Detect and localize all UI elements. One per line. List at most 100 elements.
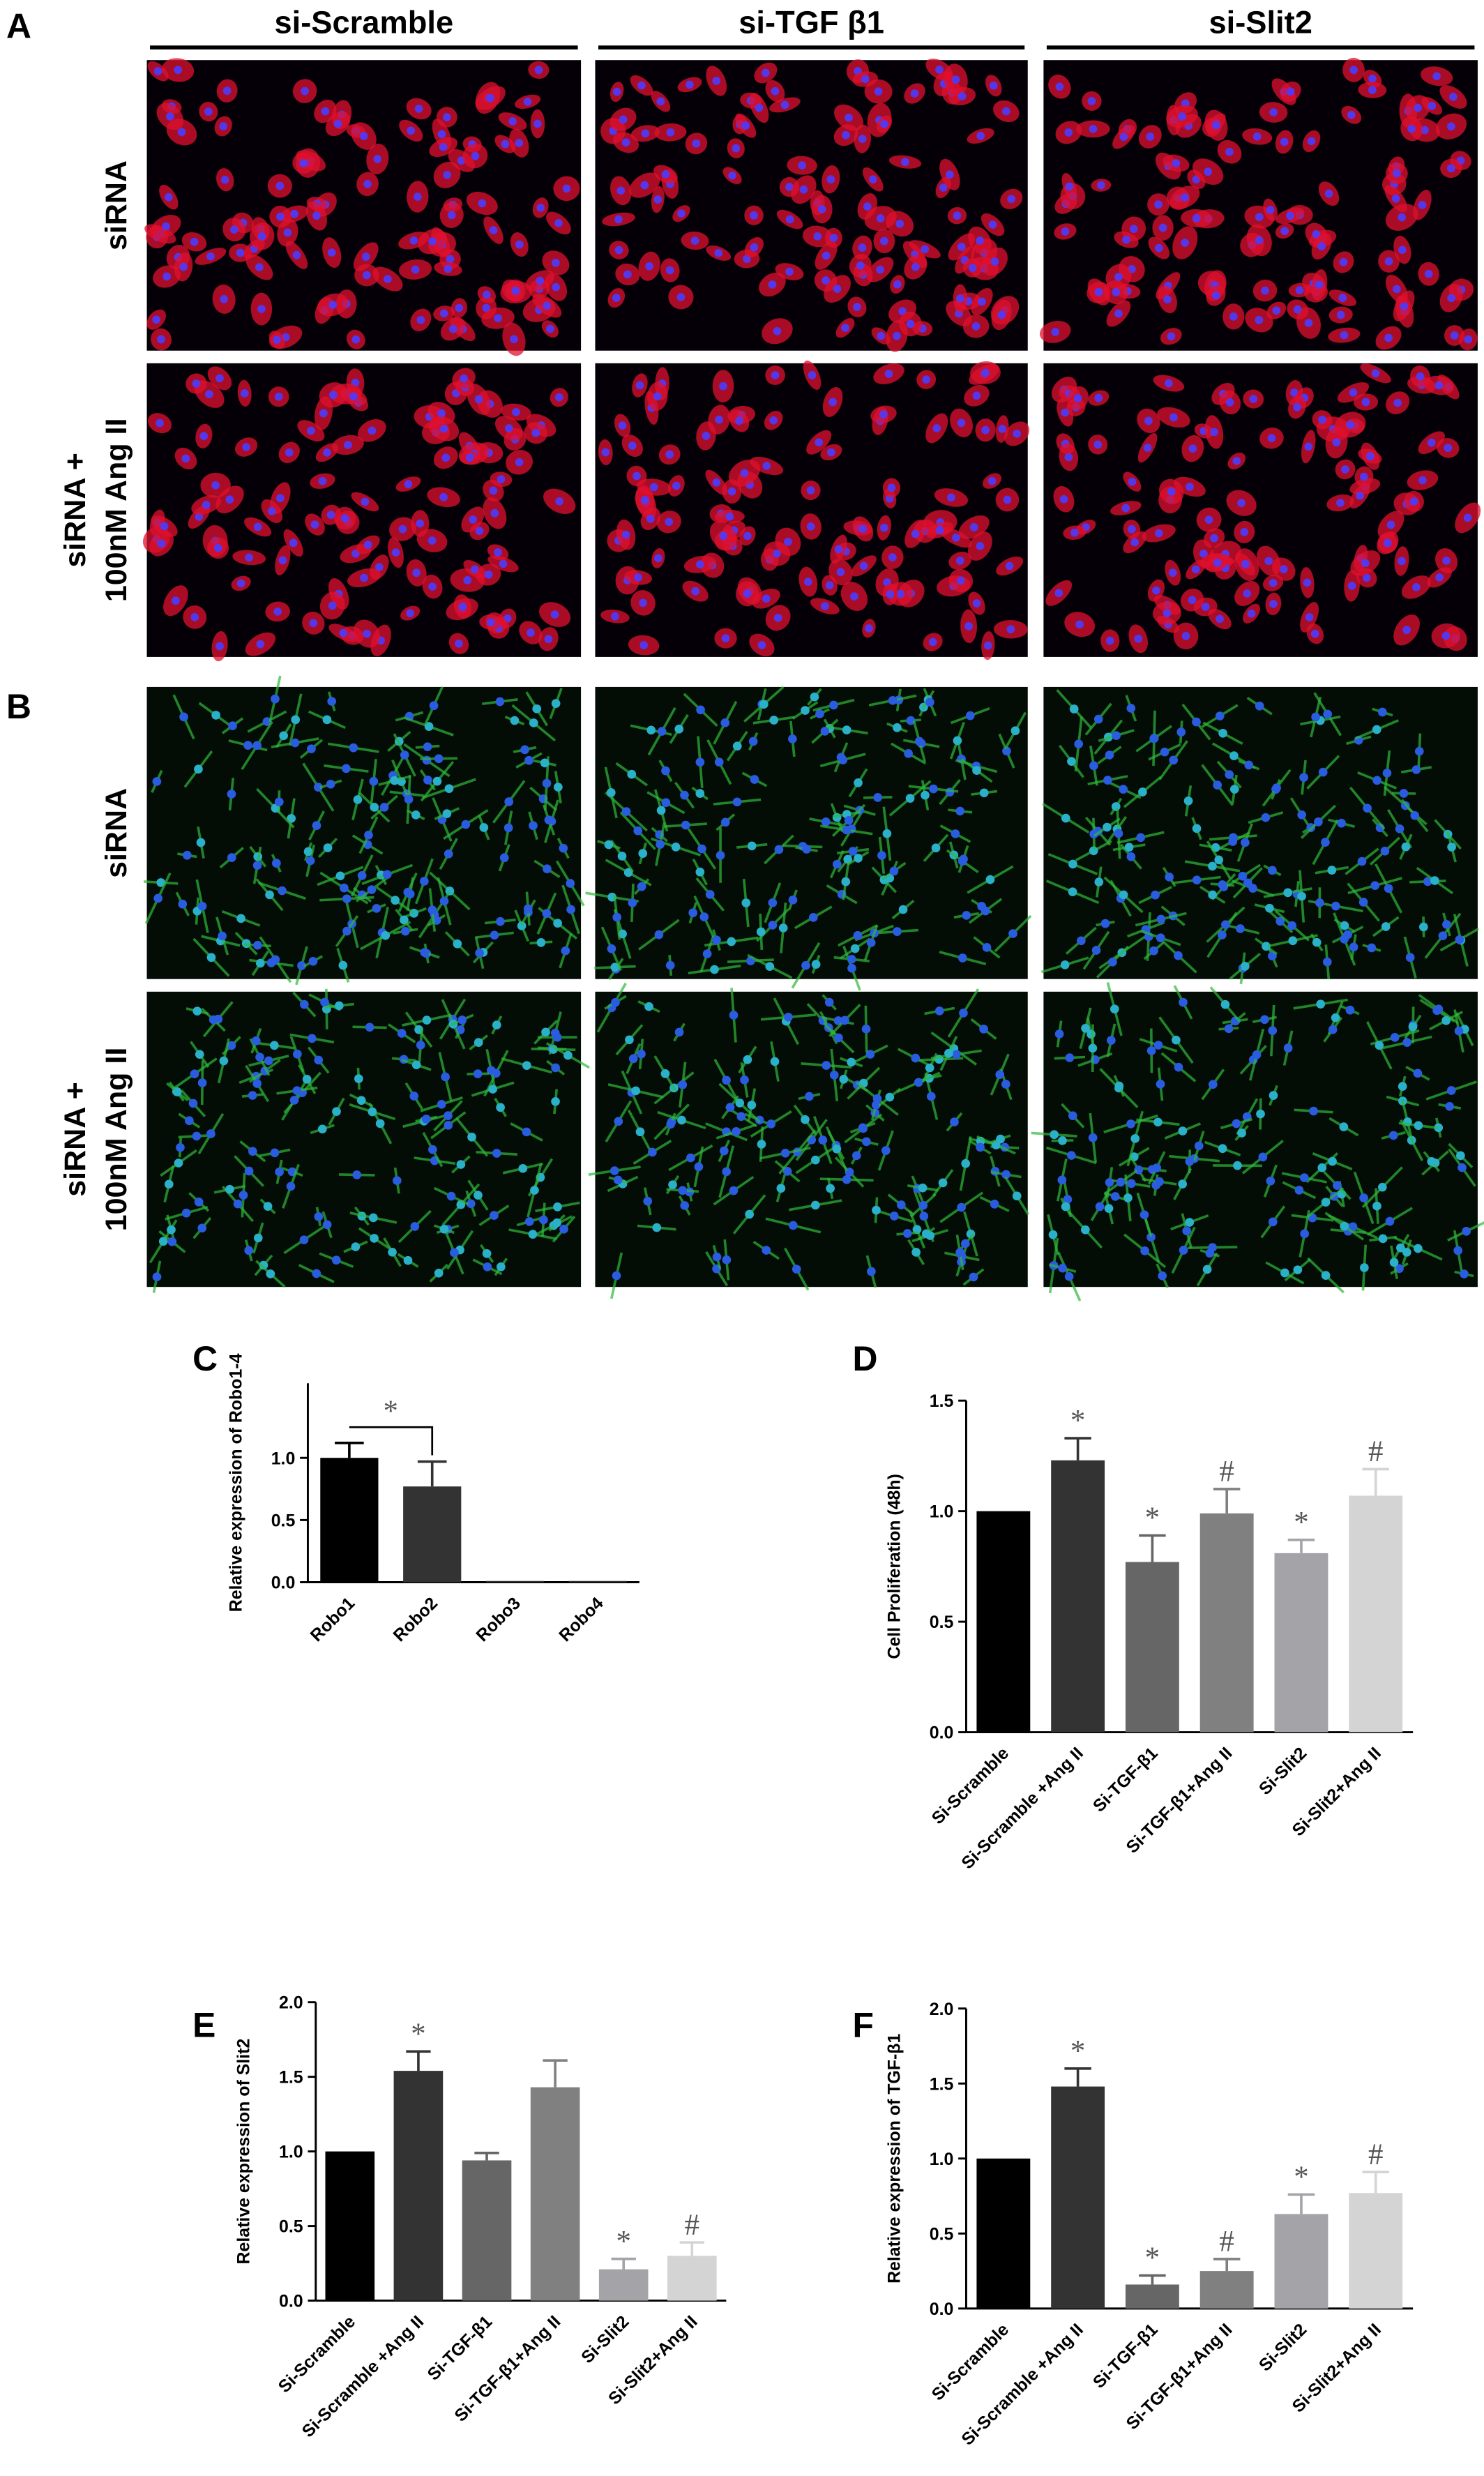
nucleus <box>490 1211 499 1220</box>
nucleus <box>839 1075 849 1084</box>
nucleus <box>240 389 249 398</box>
nucleus <box>536 276 545 285</box>
nucleus <box>802 845 811 854</box>
panel-label: E <box>192 2005 215 2044</box>
nucleus <box>604 840 614 850</box>
nucleus <box>757 640 766 649</box>
nucleus <box>1244 760 1254 770</box>
nucleus <box>694 1162 704 1172</box>
nucleus <box>681 820 690 830</box>
error-bar <box>611 2257 636 2270</box>
nucleus <box>1349 388 1358 397</box>
x-tick-label: Si-Slit2 <box>1255 2320 1310 2375</box>
nucleus <box>499 559 508 568</box>
nucleus <box>859 561 868 571</box>
nucleus <box>375 563 384 572</box>
nucleus <box>465 453 474 462</box>
nucleus <box>911 529 920 538</box>
nucleus <box>1312 229 1321 239</box>
nucleus <box>828 398 837 407</box>
nucleus <box>756 927 766 937</box>
nucleus <box>699 912 709 921</box>
nucleus <box>157 335 165 344</box>
nucleus <box>1432 72 1441 81</box>
nucleus <box>1010 726 1020 736</box>
nucleus <box>531 428 540 437</box>
nucleus <box>1088 1043 1098 1053</box>
nucleus <box>848 847 858 856</box>
nucleus <box>176 1142 185 1152</box>
nucleus <box>1140 1246 1149 1255</box>
nucleus <box>951 829 960 838</box>
column-header: si-Scramble <box>274 5 453 40</box>
nucleus <box>690 236 699 245</box>
nucleus <box>1396 1243 1405 1253</box>
nucleus <box>1304 442 1313 451</box>
nucleus <box>515 458 524 467</box>
nucleus <box>458 602 467 611</box>
row-label: siRNA + <box>59 453 92 567</box>
nucleus <box>319 409 328 418</box>
row-label: 100nM Ang II <box>100 418 133 603</box>
nucleus <box>1163 609 1172 618</box>
nucleus <box>1398 557 1406 566</box>
nucleus <box>1089 829 1098 839</box>
y-axis-label: Cell Proliferation (48h) <box>884 1474 904 1659</box>
nucleus <box>1146 1232 1156 1242</box>
nucleus <box>641 129 650 138</box>
nucleus <box>1064 453 1073 462</box>
nucleus <box>1414 103 1422 112</box>
micrograph <box>1043 363 1481 657</box>
nucleus <box>893 927 902 936</box>
nucleus <box>1361 398 1370 407</box>
nucleus <box>1402 1038 1412 1047</box>
nucleus <box>1464 335 1473 344</box>
nucleus <box>960 1239 970 1248</box>
nucleus <box>1435 573 1444 582</box>
nucleus <box>566 879 575 888</box>
nucleus <box>944 1048 953 1058</box>
nucleus <box>524 755 533 765</box>
nucleus <box>926 1092 936 1101</box>
nucleus <box>929 784 938 794</box>
nucleus <box>834 545 843 554</box>
nucleus <box>785 183 794 192</box>
nucleus <box>206 1129 215 1138</box>
nucleus <box>1407 124 1416 133</box>
nucleus <box>455 639 463 648</box>
nucleus <box>1065 1053 1075 1062</box>
bar <box>485 1580 545 1583</box>
nucleus <box>1091 946 1101 955</box>
nucleus <box>1241 559 1250 568</box>
micrograph-bg <box>146 686 582 979</box>
row-label: siRNA <box>100 160 133 250</box>
nucleus <box>1272 306 1281 315</box>
nucleus <box>527 628 535 637</box>
nucleus <box>1450 331 1459 340</box>
nucleus <box>365 1022 374 1032</box>
nucleus <box>990 257 999 266</box>
nucleus <box>1359 1193 1368 1202</box>
nucleus <box>1185 1156 1195 1166</box>
bar <box>325 2151 375 2301</box>
nucleus <box>245 553 254 562</box>
nucleus <box>1255 701 1264 711</box>
nucleus <box>1119 133 1128 142</box>
nucleus <box>1402 1247 1411 1257</box>
nucleus <box>407 126 416 135</box>
nucleus <box>803 578 812 587</box>
nucleus <box>1455 935 1464 944</box>
error-bar <box>474 2151 499 2161</box>
nucleus <box>255 1052 264 1062</box>
nucleus <box>273 607 282 616</box>
nucleus <box>1144 416 1153 425</box>
nucleus <box>152 315 161 324</box>
nucleus <box>1001 1170 1010 1179</box>
nucleus <box>654 930 664 939</box>
bar <box>1125 2284 1179 2309</box>
nucleus <box>719 382 727 391</box>
nucleus <box>420 948 430 957</box>
nucleus <box>656 806 666 815</box>
nucleus <box>413 193 422 201</box>
nucleus <box>747 1101 757 1110</box>
